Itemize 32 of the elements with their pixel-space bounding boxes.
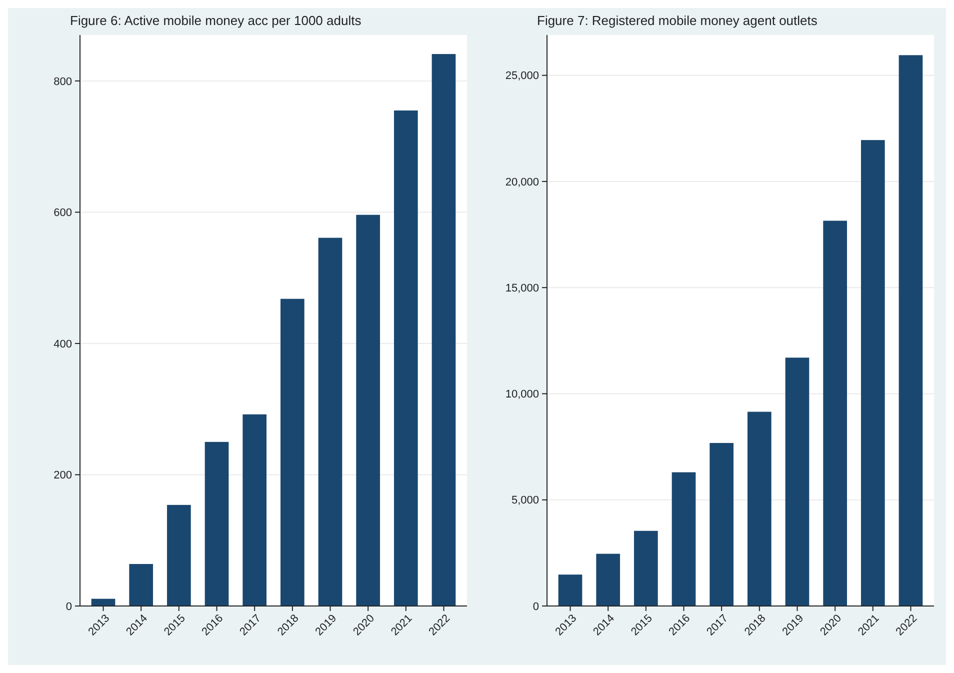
bar [129,564,154,606]
y-tick-label: 20,000 [505,176,539,188]
y-tick-label: 0 [66,600,72,613]
bar [242,414,266,606]
y-tick-label: 0 [532,600,539,613]
bar [748,412,772,606]
bar [318,238,342,606]
bar [785,358,810,606]
bar [710,442,734,606]
bar [898,55,923,606]
bar [280,298,304,606]
y-tick-label: 400 [54,338,72,350]
y-tick-label: 5,000 [511,494,539,507]
y-tick-label: 10,000 [505,388,539,401]
y-tick-label: 200 [54,470,72,482]
bar [672,472,696,606]
bar [860,140,885,606]
bar [432,54,456,606]
bar [167,504,191,606]
y-tick-label: 600 [54,207,72,220]
bar [356,214,380,606]
bar [596,554,620,606]
bar [823,220,847,606]
bar [204,442,229,606]
y-tick-label: 800 [54,76,72,88]
y-tick-label: 25,000 [505,70,539,82]
bar [394,110,418,606]
bar [558,574,582,606]
chart-title: Figure 7: Registered mobile money agent outlets [537,13,818,28]
chart-title: Figure 6: Active mobile money acc per 1000 adults [70,13,362,28]
bar [634,530,658,606]
y-tick-label: 15,000 [505,282,539,294]
